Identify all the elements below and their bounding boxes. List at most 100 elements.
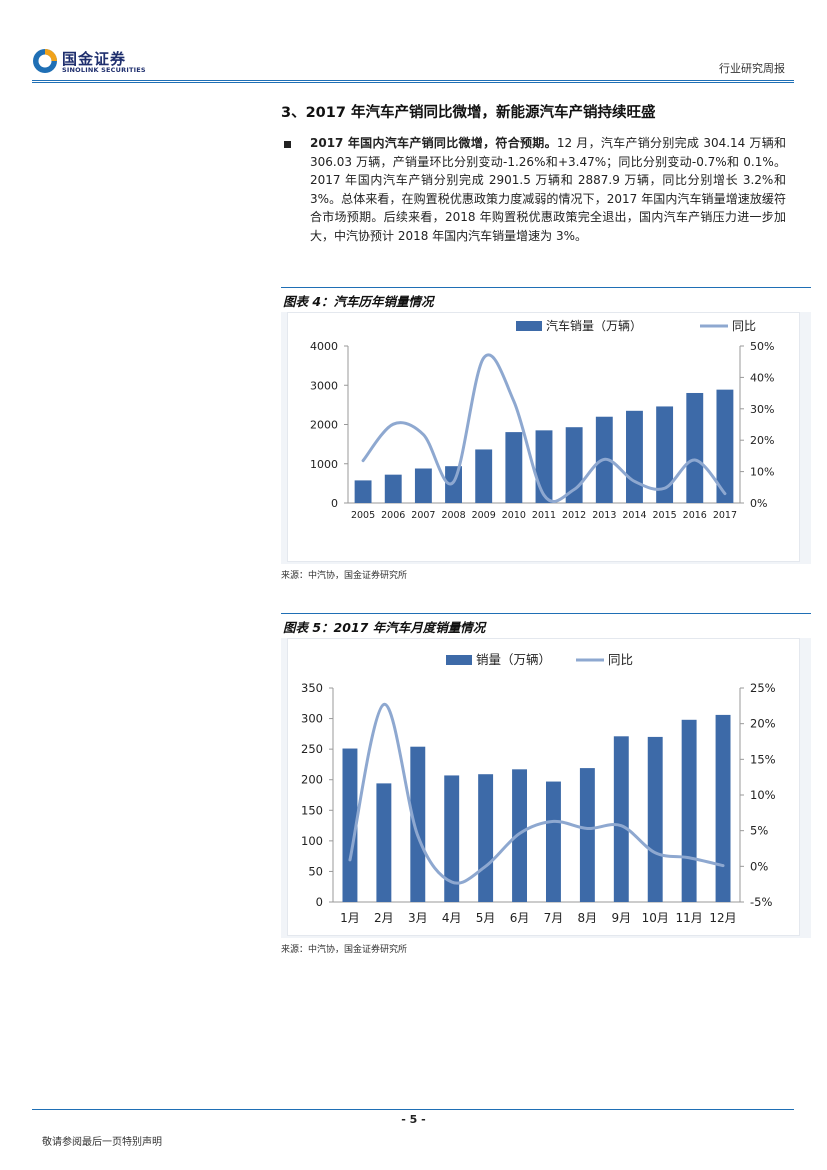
right-tick-label: 0% — [750, 859, 768, 873]
x-tick-label: 2月 — [374, 911, 394, 925]
figure4-source: 来源：中汽协，国金证券研究所 — [281, 571, 408, 581]
x-tick-label: 9月 — [611, 911, 631, 925]
x-tick-label: 7月 — [544, 911, 564, 925]
bar-2009 — [475, 449, 493, 503]
right-tick-label: 20% — [750, 717, 776, 731]
figure5-chart-box: 0 50 100 150 200 250 300 350 -5% 0% 5% 10% 15% 20% 25%… — [287, 638, 800, 936]
yoy-growth-line — [348, 702, 725, 885]
right-tick-label: 0% — [750, 497, 767, 510]
x-tick-label: 2012 — [562, 510, 586, 521]
bar-2006 — [384, 474, 402, 503]
figure5-source: 来源：中汽协，国金证券研究所 — [281, 945, 408, 955]
legend-bar-swatch — [446, 655, 472, 665]
bar-2007 — [414, 468, 432, 503]
header-rule-second — [32, 82, 794, 83]
right-tick-label: 15% — [750, 752, 776, 766]
x-tick-label: 2017 — [713, 510, 737, 521]
x-tick-label: 3月 — [408, 911, 428, 925]
bar-2010 — [505, 432, 523, 503]
bar-2月 — [376, 783, 392, 902]
bar-7月 — [545, 781, 561, 902]
bar-5月 — [478, 774, 494, 902]
x-tick-label: 1月 — [340, 911, 360, 925]
paragraph-body: 12 月，汽车产销分别完成 304.14 万辆和 306.03 万辆，产销量环比… — [310, 136, 787, 243]
x-tick-label: 2008 — [441, 510, 465, 521]
legend-line-label: 同比 — [608, 652, 633, 667]
x-tick-label: 2016 — [683, 510, 707, 521]
legend-line-label: 同比 — [732, 319, 756, 333]
right-tick-label: 20% — [750, 434, 774, 447]
x-tick-label: 2010 — [502, 510, 526, 521]
x-tick-label: 5月 — [476, 911, 496, 925]
right-tick-label: 40% — [750, 371, 774, 384]
x-tick-label: 2007 — [411, 510, 435, 521]
left-tick-label: 1000 — [310, 458, 338, 471]
right-tick-label: 5% — [750, 824, 768, 838]
x-tick-label: 11月 — [675, 911, 702, 925]
figure5-title: 图表 5：2017 年汽车月度销量情况 — [283, 620, 486, 635]
right-tick-label: 50% — [750, 340, 774, 353]
left-tick-label: 4000 — [310, 340, 338, 353]
bar-2015 — [656, 406, 674, 503]
legend-bar-label: 汽车销量（万辆） — [546, 318, 642, 333]
figure4-chart: 0 1000 2000 3000 4000 0% 10% 20% 30% 40% 50% 2005 20… — [310, 318, 774, 521]
x-tick-label: 2013 — [592, 510, 616, 521]
footer-rule — [32, 1109, 794, 1110]
left-tick-label: 50 — [308, 864, 323, 878]
bar-8月 — [579, 768, 595, 902]
legend-bar-swatch — [516, 321, 542, 331]
left-tick-label: 2000 — [310, 419, 338, 432]
left-tick-label: 0 — [331, 497, 338, 510]
bar-4月 — [444, 775, 460, 902]
left-tick-label: 300 — [301, 712, 323, 726]
left-tick-label: 350 — [301, 681, 323, 695]
logo-english-name: SINOLINK SECURITIES — [62, 66, 146, 74]
bar-2014 — [626, 410, 643, 503]
left-tick-label: 200 — [301, 773, 323, 787]
left-tick-label: 250 — [301, 742, 323, 756]
bar-6月 — [512, 769, 528, 902]
header-rule — [32, 80, 794, 81]
right-tick-label: 30% — [750, 403, 774, 416]
left-tick-label: 150 — [301, 803, 323, 817]
left-tick-label: 0 — [316, 895, 323, 909]
bar-2005 — [354, 480, 372, 503]
x-tick-label: 6月 — [510, 911, 530, 925]
x-tick-label: 12月 — [709, 911, 736, 925]
body-paragraph: 2017 年国内汽车产销同比微增，符合预期。12 月，汽车产销分别完成 304.… — [310, 134, 786, 246]
paragraph-lead: 2017 年国内汽车产销同比微增，符合预期。 — [310, 136, 557, 150]
right-tick-label: -5% — [750, 895, 772, 909]
bar-10月 — [647, 736, 663, 902]
figure5-chart: 0 50 100 150 200 250 300 350 -5% 0% 5% 10% 15% 20% 25%… — [301, 652, 776, 925]
x-tick-label: 2014 — [622, 510, 646, 521]
x-tick-label: 4月 — [442, 911, 462, 925]
report-type-label: 行业研究周报 — [719, 62, 785, 75]
bar-2016 — [686, 392, 704, 503]
legend-bar-label: 销量（万辆） — [476, 652, 551, 667]
x-tick-label: 2011 — [532, 510, 556, 521]
x-tick-label: 2005 — [351, 510, 375, 521]
x-tick-label: 2015 — [653, 510, 677, 521]
bar-9月 — [613, 736, 629, 902]
company-logo-icon — [33, 49, 57, 73]
bar-3月 — [410, 746, 426, 902]
page-number: - 5 - — [401, 1113, 426, 1126]
left-tick-label: 100 — [301, 834, 323, 848]
bar-2017 — [716, 389, 734, 503]
x-tick-label: 2009 — [472, 510, 496, 521]
x-tick-label: 8月 — [578, 911, 598, 925]
bar-2012 — [565, 427, 583, 503]
figure4-title: 图表 4：汽车历年销量情况 — [283, 294, 434, 309]
left-tick-label: 3000 — [310, 379, 338, 392]
right-tick-label: 25% — [750, 681, 776, 695]
bar-1月 — [342, 748, 358, 902]
figure4-chart-box: 0 1000 2000 3000 4000 0% 10% 20% 30% 40% 50% 2005 20… — [287, 312, 800, 562]
bar-2011 — [535, 430, 553, 503]
section-title: 3、2017 年汽车产销同比微增，新能源汽车产销持续旺盛 — [281, 105, 656, 121]
x-tick-label: 2006 — [381, 510, 405, 521]
x-tick-label: 10月 — [642, 911, 669, 925]
yoy-growth-line — [361, 353, 727, 503]
footer-disclaimer: 敬请参阅最后一页特别声明 — [42, 1137, 162, 1148]
bar-11月 — [681, 719, 697, 902]
bullet-square-icon — [284, 141, 291, 148]
